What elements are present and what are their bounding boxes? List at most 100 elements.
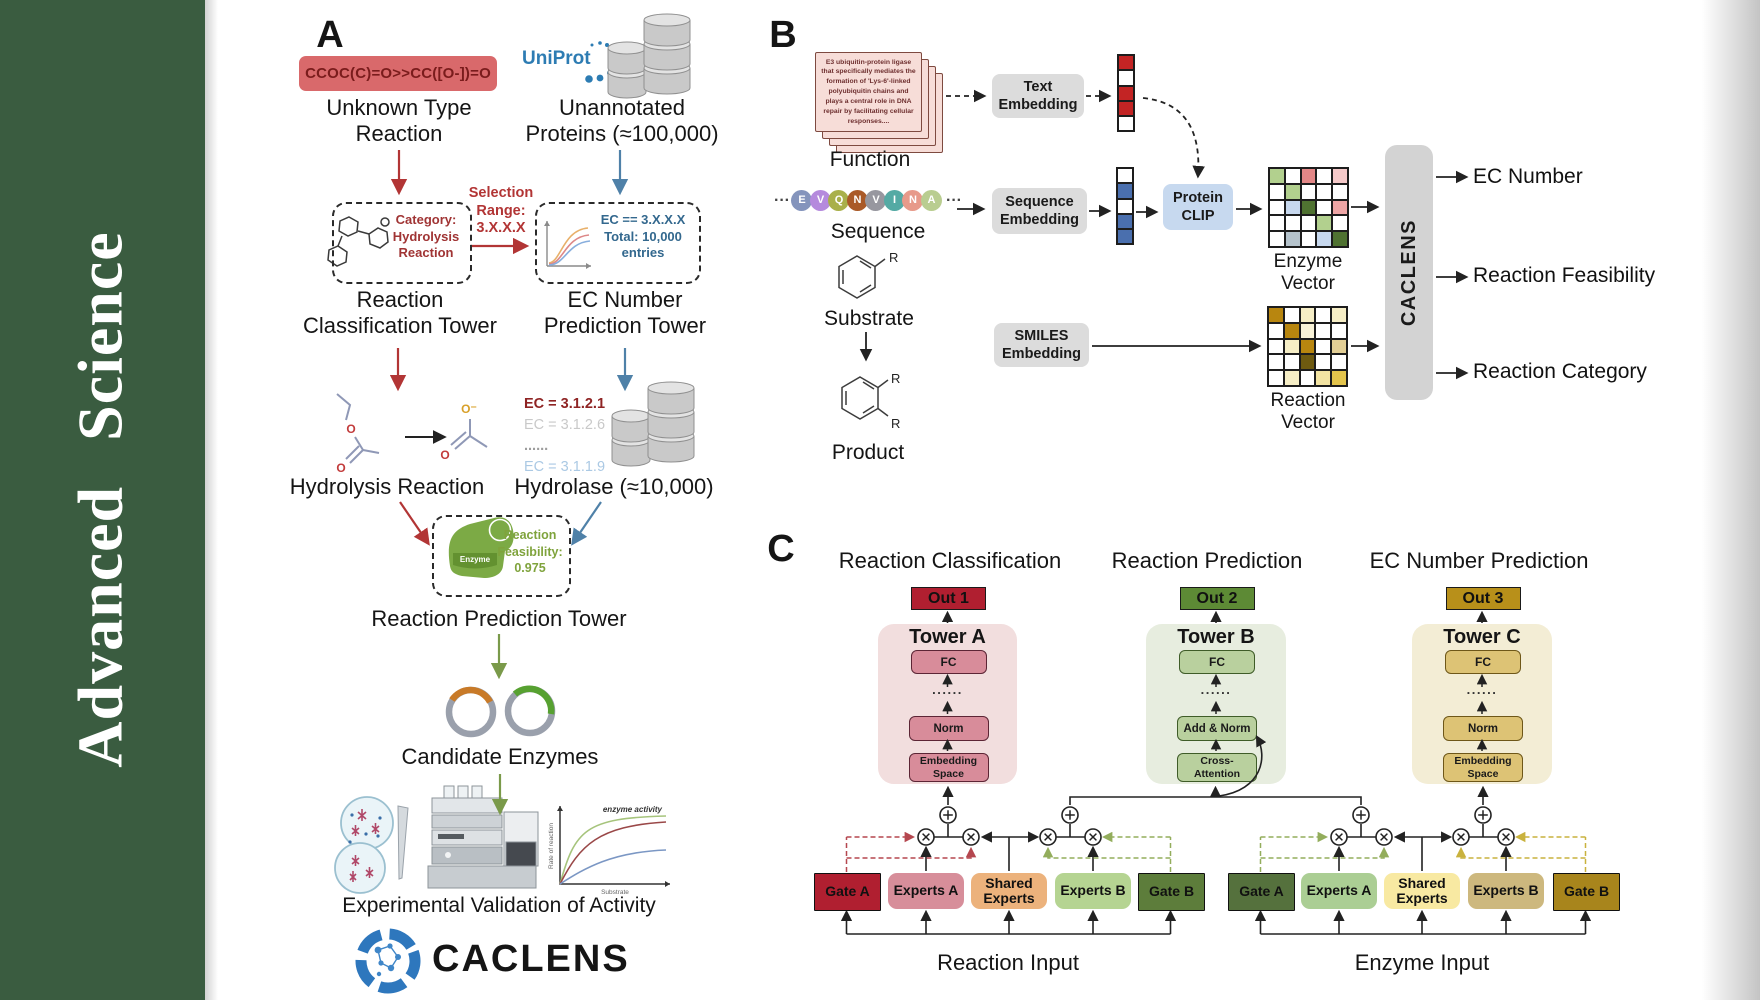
enzyme-matrix-cell xyxy=(1332,215,1348,232)
norm-box: Add & Norm xyxy=(1177,716,1257,741)
kinetics-ylabel: Rate of reaction xyxy=(548,823,555,869)
reaction-input-label: Reaction Input xyxy=(937,950,1079,975)
category-box-text: Category: Hydrolysis Reaction xyxy=(392,212,460,260)
enzyme-matrix-cell xyxy=(1269,183,1285,200)
text-vector-cell xyxy=(1118,116,1134,132)
multiply-node xyxy=(1084,828,1102,846)
enzyme-matrix-cell xyxy=(1316,215,1333,232)
moe-gate-b: Gate B xyxy=(1138,873,1205,911)
text-embedding-box: Text Embedding xyxy=(992,74,1084,118)
enzyme-matrix-cell xyxy=(1300,215,1317,232)
molecule-sketch-icon xyxy=(327,216,390,267)
product-label: Product xyxy=(831,441,905,464)
reaction-vector-matrix xyxy=(1267,306,1348,387)
enzyme-matrix-cell xyxy=(1300,231,1317,247)
panel-a-label: A xyxy=(316,14,344,56)
enzyme-matrix-cell xyxy=(1332,199,1348,216)
category-box xyxy=(332,202,472,284)
selection-range-label: Selection Range: 3.X.X.X xyxy=(468,185,534,236)
enzyme-matrix-cell xyxy=(1316,168,1333,184)
model-output-1: EC Number xyxy=(1473,165,1583,188)
candidate-enzymes-label: Candidate Enzymes xyxy=(401,744,599,769)
task-header-1: Reaction Classification xyxy=(838,548,1062,573)
database-cylinder xyxy=(647,412,695,439)
connector xyxy=(1142,97,1205,179)
connector xyxy=(1260,846,1390,859)
ec-number-item: EC = 3.1.1.9 xyxy=(524,459,606,475)
multiply-node xyxy=(1330,828,1348,846)
tower-panel-a: Tower A FC...... Norm Embedding Space xyxy=(878,624,1017,784)
ec-tower-label: EC Number Prediction Tower xyxy=(543,287,707,338)
moe-experts-b: Experts B xyxy=(1055,873,1131,909)
multiply-node xyxy=(962,828,980,846)
reaction-vector-label: Reaction Vector xyxy=(1270,390,1346,433)
enzyme-icon: Enzyme xyxy=(448,517,514,578)
reaction-matrix-cell xyxy=(1315,307,1332,323)
model-output-2: Reaction Feasibility xyxy=(1473,264,1656,287)
enzyme-matrix-cell xyxy=(1300,168,1317,184)
unannotated-proteins-label: Unannotated Proteins (≈100,000) xyxy=(525,95,719,146)
reaction-matrix-cell xyxy=(1315,354,1332,371)
residue-V: V xyxy=(809,190,831,211)
sequence-embedding-vector xyxy=(1116,167,1134,246)
page-edge-shadow xyxy=(1702,0,1760,1000)
tower-dots: ...... xyxy=(1200,682,1232,697)
classification-tower-label: Reaction Classification Tower xyxy=(302,287,497,338)
reaction-matrix-cell xyxy=(1315,370,1332,386)
product-molecule xyxy=(841,376,889,420)
text-vector-cell xyxy=(1118,70,1134,86)
caclens-brand-text: CACLENS xyxy=(432,938,630,980)
ec-number-item: ...... xyxy=(524,438,549,454)
moe-experts-a: Experts A xyxy=(1301,873,1377,909)
sum-node xyxy=(939,806,957,824)
reaction-matrix-cell xyxy=(1299,307,1316,323)
moe-gate-a: Gate A xyxy=(814,873,881,911)
sequence-vector-cell xyxy=(1117,213,1133,230)
enzyme-matrix-cell xyxy=(1300,183,1317,200)
connector xyxy=(846,846,977,859)
substrate-r-label: R xyxy=(889,250,898,265)
protein-clip-box: Protein CLIP xyxy=(1163,184,1233,230)
fc-box: FC xyxy=(1445,650,1521,674)
sequence-vector-cell xyxy=(1117,183,1133,199)
sum-node xyxy=(1061,806,1079,824)
reaction-matrix-cell xyxy=(1268,307,1284,323)
sequence-ellipsis-left: ··· xyxy=(774,191,790,209)
reaction-matrix-cell xyxy=(1331,322,1347,339)
reaction-matrix-cell xyxy=(1283,370,1300,386)
enzyme-matrix-cell xyxy=(1332,231,1348,247)
sequence-label: Sequence xyxy=(830,220,926,243)
out-box-1: Out 1 xyxy=(911,587,986,610)
residue-A: A xyxy=(920,190,942,211)
hydrolysis-reaction-label: Hydrolysis Reaction xyxy=(289,474,485,499)
database-cylinder xyxy=(643,44,691,71)
residue-E: E xyxy=(791,190,813,211)
sequence-vector-cell xyxy=(1117,229,1133,245)
residue-N: N xyxy=(902,190,924,211)
connector xyxy=(399,501,430,546)
plasmid-icons xyxy=(445,685,556,738)
database-cylinder-top xyxy=(643,13,691,27)
prediction-tower-label: Reaction Prediction Tower xyxy=(371,606,627,631)
task-header-2: Reaction Prediction xyxy=(1111,548,1303,573)
fc-box: FC xyxy=(1179,650,1255,674)
acetate-molecule xyxy=(450,419,488,450)
model-output-3: Reaction Category xyxy=(1473,360,1647,383)
reaction-matrix-cell xyxy=(1331,354,1347,371)
acetate-ominus-atom: O⁻ xyxy=(461,402,477,416)
reaction-matrix-cell xyxy=(1331,370,1347,386)
enzyme-vector-matrix xyxy=(1268,167,1349,248)
out-box-3: Out 3 xyxy=(1445,587,1521,610)
enzyme-vector-label: Enzyme Vector xyxy=(1273,251,1343,294)
substrate-label: Substrate xyxy=(824,307,914,330)
enzyme-badge-label: Enzyme xyxy=(460,555,491,564)
moe-shared-experts: Shared Experts xyxy=(1384,873,1460,909)
database-cylinder xyxy=(643,20,691,47)
connector xyxy=(1455,846,1586,859)
reaction-matrix-cell xyxy=(1331,338,1347,355)
norm-box: Norm xyxy=(1443,716,1523,741)
enzyme-matrix-cell xyxy=(1284,168,1301,184)
substrate-molecule xyxy=(838,255,886,299)
multiply-node xyxy=(1375,828,1393,846)
